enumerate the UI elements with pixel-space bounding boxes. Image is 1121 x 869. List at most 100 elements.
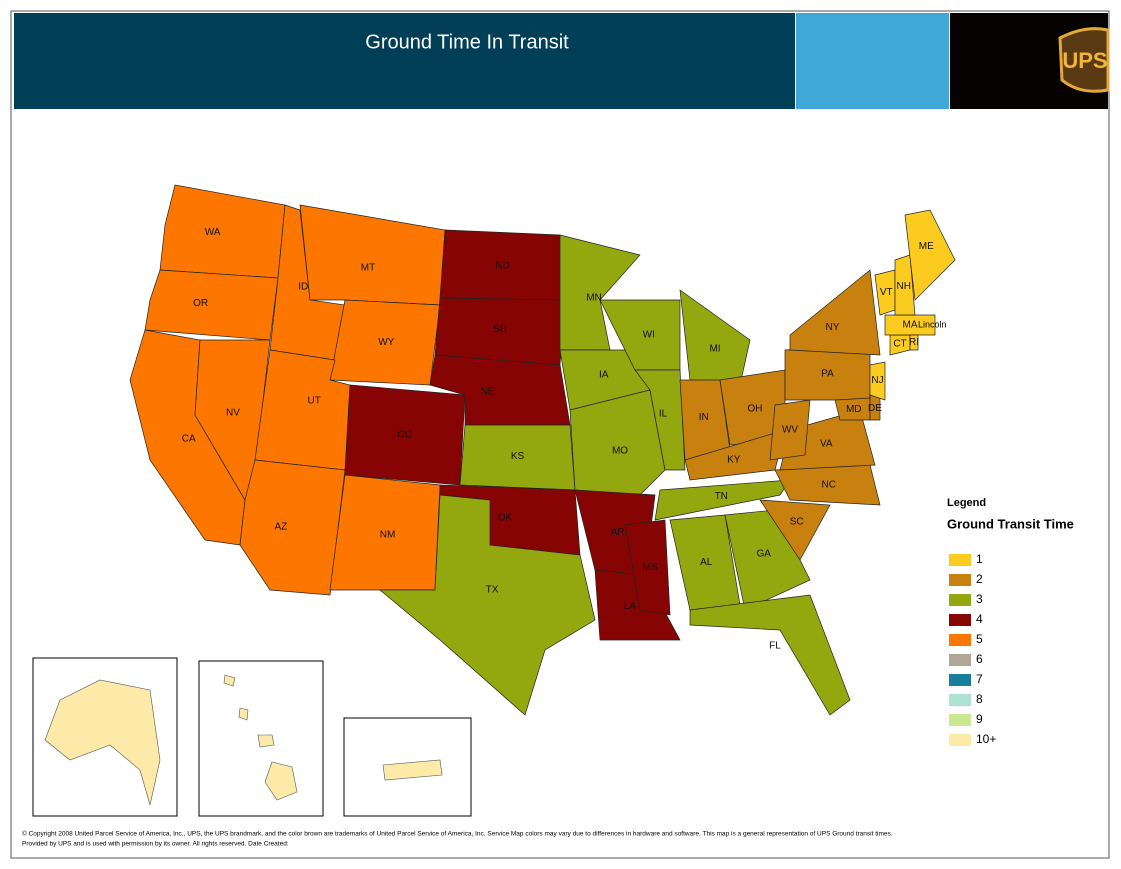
state	[904, 209, 956, 301]
state-label: CA	[182, 433, 196, 444]
state-label: NJ	[871, 375, 883, 386]
legend-swatch	[949, 614, 971, 626]
state	[869, 361, 886, 401]
legend-swatch	[949, 634, 971, 646]
state-label: OR	[193, 298, 208, 309]
state-label: MI	[709, 343, 720, 354]
state-label: ID	[298, 281, 308, 292]
footer-line: © Copyright 2008 United Parcel Service o…	[22, 830, 893, 838]
state	[144, 269, 279, 341]
header-band	[14, 13, 795, 109]
state-label: TN	[715, 491, 728, 502]
state	[569, 389, 666, 496]
state-label: UT	[307, 395, 320, 406]
legend-label: 2	[976, 572, 983, 586]
state-label: SD	[493, 324, 507, 335]
legend-label: 7	[976, 672, 983, 686]
state	[769, 399, 811, 461]
state-label: SC	[790, 516, 804, 527]
state	[654, 479, 791, 521]
map: WA OR CA NV ID MT WY UT AZ CO NM ND SD NE KS OK TX MN IA MO…	[129, 184, 956, 716]
state-label: OH	[748, 403, 763, 414]
legend-swatch	[949, 654, 971, 666]
footer-line: Provided by UPS and is used with permiss…	[22, 841, 289, 848]
state-label: ME	[919, 241, 934, 252]
state-label: MO	[612, 446, 628, 457]
state-label: AR	[611, 527, 625, 538]
legend-swatch	[949, 734, 971, 746]
state-label: VT	[880, 287, 893, 298]
state	[724, 509, 811, 611]
legend-swatch	[949, 574, 971, 586]
legend-label: 10+	[976, 732, 996, 746]
state	[689, 594, 851, 716]
alaska	[44, 679, 161, 806]
state	[909, 334, 919, 351]
state-label: CT	[893, 338, 906, 349]
state-label: TX	[486, 585, 499, 596]
legend-swatch	[949, 694, 971, 706]
state-label: MA	[903, 320, 918, 331]
state-label: RI	[909, 337, 919, 348]
state	[634, 369, 686, 471]
state-label: AZ	[274, 521, 287, 532]
state-label: OK	[498, 512, 513, 523]
legend-swatch	[949, 554, 971, 566]
legend-label: 8	[976, 692, 983, 706]
legend-label: 4	[976, 612, 983, 626]
state-label: NH	[897, 281, 911, 292]
legend-subtitle: Ground Transit Time	[947, 516, 1074, 531]
legend-label: 5	[976, 632, 983, 646]
legend-swatch	[949, 594, 971, 606]
state	[759, 499, 831, 561]
state-label: LA	[624, 601, 637, 612]
state-label: NM	[380, 530, 396, 541]
state-label: AL	[700, 557, 713, 568]
state-label: WA	[205, 227, 221, 238]
state-label: FL	[769, 640, 781, 651]
puerto-rico	[382, 759, 443, 781]
state	[594, 569, 681, 641]
legend-title: Legend	[947, 497, 986, 509]
state-label: GA	[757, 548, 772, 559]
legend-label: 6	[976, 652, 983, 666]
state-label: NY	[826, 322, 840, 333]
state-label: WY	[378, 337, 394, 348]
legend: Legend Ground Transit Time 1 2 3 4 5 6 7 8 9 10+	[947, 497, 1074, 746]
state-label: MD	[846, 404, 862, 415]
legend-swatch	[949, 674, 971, 686]
legend-label: 3	[976, 592, 983, 606]
state-label: CO	[398, 430, 413, 441]
state-label: MN	[586, 293, 602, 304]
origin-label: Lincoln	[918, 319, 947, 329]
state	[379, 494, 596, 716]
legend-label: 9	[976, 712, 983, 726]
legend-swatch	[949, 714, 971, 726]
state	[624, 519, 671, 616]
state	[789, 269, 881, 356]
legend-label: 1	[976, 552, 983, 566]
state-label: NE	[481, 386, 495, 397]
state-label: IL	[659, 409, 668, 420]
state-label: NV	[226, 408, 240, 419]
title: Ground Time In Transit	[365, 31, 569, 53]
state-label: WV	[782, 425, 798, 436]
state-label: WI	[643, 330, 655, 341]
state-label: IA	[599, 370, 609, 381]
state-label: IN	[699, 412, 709, 423]
logo-shield	[1058, 27, 1110, 93]
state	[559, 234, 641, 351]
state-label: KS	[511, 451, 525, 462]
logo: UPS	[1062, 48, 1107, 73]
state-label: ND	[495, 260, 509, 271]
state-label: PA	[821, 368, 834, 379]
state-label: KY	[727, 455, 741, 466]
hawaii	[223, 674, 298, 801]
state-label: MT	[361, 263, 375, 274]
state	[884, 314, 936, 336]
state-label: DE	[868, 403, 882, 414]
state-label: NC	[822, 480, 836, 491]
header-accent	[796, 13, 949, 109]
state-label: MS	[643, 562, 658, 573]
